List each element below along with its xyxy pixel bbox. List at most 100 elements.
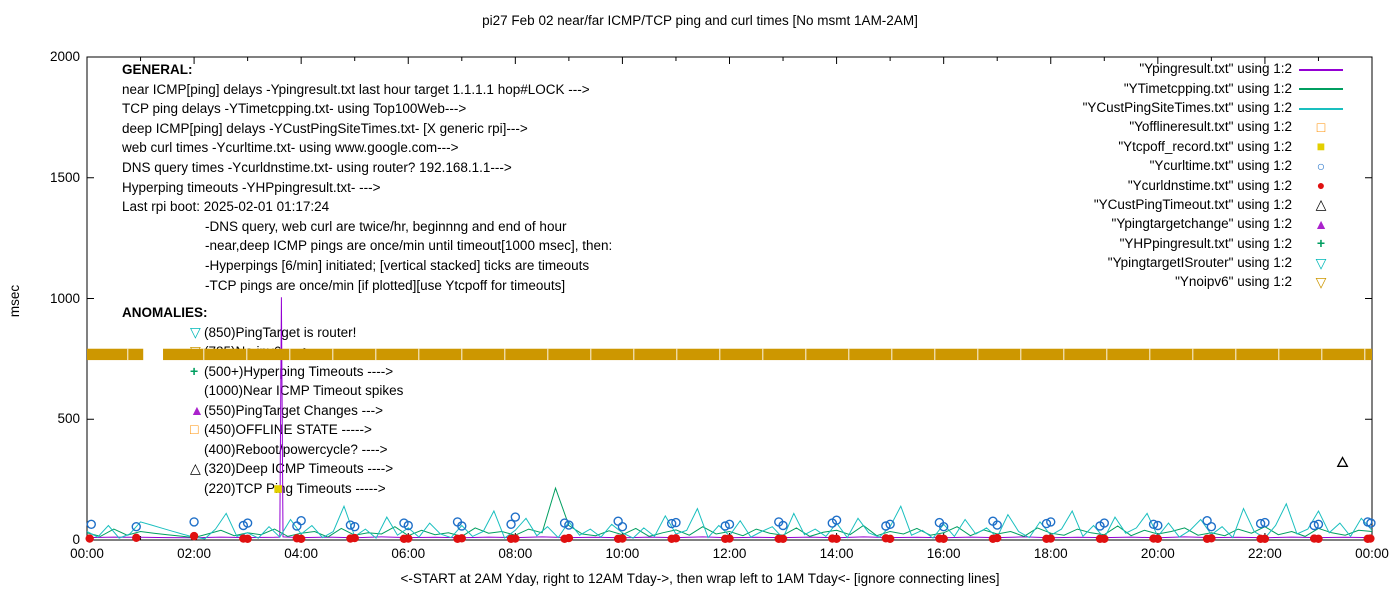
x-tick-label: 18:00 [1033,546,1068,561]
anomaly-label: (450)OFFLINE STATE -----> [204,422,372,437]
plus-icon: + [1316,235,1326,252]
x-tick-label: 00:00 [70,546,104,561]
general-notes: GENERAL: near ICMP[ping] delays -Ypingre… [122,60,612,295]
y-tick-label: 2000 [49,49,80,64]
legend-item-label: "Ycurldnstime.txt" using 1:2 [1127,177,1292,193]
legend-item: "Ynoipv6" using 1:2 ▽ [1083,272,1350,291]
legend-item-label: "Ypingresult.txt" using 1:2 [1139,61,1292,77]
anomaly-line: ▲(550)PingTarget Changes ---> [122,401,403,421]
triangle-up-open-icon: △ [190,460,201,476]
x-tick-label: 16:00 [926,546,961,561]
anomaly-line: (1000)Near ICMP Timeout spikes [122,381,403,401]
y-tick-label: 1500 [49,169,80,185]
legend-line-sample [1292,81,1350,95]
anomaly-label: (785)No ipv6 ----> [204,344,311,359]
anomaly-line: △ (320)Deep ICMP Timeouts ----> [122,459,403,479]
legend-item-label: "YHPpingresult.txt" using 1:2 [1119,235,1292,251]
anomalies-notes: ANOMALIES: ▽ (850)PingTarget is router! ▽(… [122,303,403,498]
anomalies-heading: ANOMALIES: [122,305,208,320]
anomaly-label: (220)TCP Ping Timeouts -----> [204,480,386,496]
circle-open-markers [86,512,1376,532]
legend-item-label: "Ycurltime.txt" using 1:2 [1149,158,1292,174]
legend-item-label: "YCustPingSiteTimes.txt" using 1:2 [1082,99,1292,115]
general-note-line: Last rpi boot: 2025-02-01 01:17:24 [122,199,330,215]
y-tick-label: 0 [72,532,80,547]
legend-line-sample [1292,62,1350,76]
line-sample-icon [1299,68,1343,71]
legend-item-label: "YCustPingTimeout.txt" using 1:2 [1093,196,1292,212]
triangle-down-open-icon: ▽ [1315,273,1327,290]
anomaly-line: (400)Reboot/powercycle? ----> [122,440,403,460]
x-tick-label: 14:00 [819,546,854,561]
anomaly-label: (550)PingTarget Changes ---> [204,402,383,418]
general-note-line: -TCP pings are once/min [if plotted][use… [205,277,566,293]
legend-item-label: "Ypingtargetchange" using 1:2 [1111,216,1292,232]
x-tick-label: 08:00 [498,546,533,561]
chart-title: pi27 Feb 02 near/far ICMP/TCP ping and c… [482,13,918,28]
anomaly-line: ▽ (785)No ipv6 ----> [122,342,403,362]
x-tick-label: 10:00 [605,546,640,561]
square-filled-icon: ■ [1316,138,1326,155]
y-tick-label: 1000 [49,290,80,306]
x-tick-label: 06:00 [391,546,426,561]
square-open-icon: □ [1316,118,1326,135]
legend-item: "YpingtargetISrouter" using 1:2 ▽ [1083,253,1350,272]
general-note-line: TCP ping delays -YTimetcpping.txt- using… [122,101,467,117]
legend-item-label: "Ytcpoff_record.txt" using 1:2 [1118,138,1292,154]
circle-filled-markers [85,531,1375,543]
y-axis-label: msec [7,284,22,318]
triangle-up-filled-icon: ▲ [190,401,204,418]
general-heading: GENERAL: [122,62,193,77]
general-note-line: -DNS query, web curl are twice/hr, begin… [205,218,567,234]
legend-item: "Ypingtargetchange" using 1:2 ▲ [1083,214,1350,233]
line-sample-icon [1299,107,1343,110]
legend-item-label: "YpingtargetISrouter" using 1:2 [1107,255,1292,271]
legend-item-label: "YTimetcpping.txt" using 1:2 [1123,80,1292,96]
legend-item-label: "Ynoipv6" using 1:2 [1175,274,1292,290]
general-note-line: DNS query times -Ycurldnstime.txt- using… [122,159,512,175]
legend-item: "Ypingresult.txt" using 1:2 [1083,59,1350,78]
series-line [86,502,1373,540]
circle-open-icon: ○ [1316,157,1326,174]
x-axis-note: <-START at 2AM Yday, right to 12AM Tday-… [400,571,1000,586]
x-tick-label: 04:00 [284,546,319,561]
legend-item: "Ytcpoff_record.txt" using 1:2 ■ [1083,137,1350,156]
legend-item: "YCustPingSiteTimes.txt" using 1:2 [1083,98,1350,117]
legend-item: "YCustPingTimeout.txt" using 1:2 △ [1083,195,1350,214]
legend-item: "Ycurldnstime.txt" using 1:2 ● [1083,175,1350,194]
anomaly-label: (500+)Hyperping Timeouts ----> [204,363,394,379]
triangle-down-open-icon: ▽ [190,343,201,359]
x-tick-label: 00:00 [1355,546,1389,561]
triangle-up-open-icon: △ [1315,196,1327,213]
triangle-down-open-icon: ▽ [190,323,201,340]
legend: "Ypingresult.txt" using 1:2 "YTimetcpping… [1083,59,1350,292]
x-tick-label: 12:00 [712,546,747,561]
x-tick-label: 02:00 [177,546,211,561]
legend-item: "YTimetcpping.txt" using 1:2 [1083,78,1350,97]
x-tick-label: 20:00 [1140,546,1175,561]
general-note-line: -near,deep ICMP pings are once/min until… [205,238,613,254]
plus-icon: + [190,362,199,379]
general-note-line: Hyperping timeouts -YHPpingresult.txt- -… [122,179,381,195]
legend-line-sample [1292,100,1350,114]
x-tick-label: 22:00 [1248,546,1282,561]
anomaly-label: (400)Reboot/powercycle? ----> [204,441,388,457]
anomaly-line: ▽ (850)PingTarget is router! [122,323,403,343]
general-note-line: deep ICMP[ping] delays -YCustPingSiteTim… [122,120,528,136]
square-open-icon: □ [190,421,199,437]
triangle-up-open-markers [1336,456,1349,467]
general-note-line: web curl times -Ycurltime.txt- using www… [122,140,459,156]
triangle-down-open-icon: ▽ [1315,254,1327,271]
anomaly-label: (850)PingTarget is router! [204,324,357,340]
line-sample-icon [1299,88,1343,91]
circle-filled-icon: ● [1316,177,1326,194]
anomaly-line: (220)TCP Ping Timeouts -----> [122,479,403,499]
legend-item: "YHPpingresult.txt" using 1:2 + [1083,234,1350,253]
legend-item-label: "Yofflineresult.txt" using 1:2 [1129,119,1292,135]
anomaly-label: (320)Deep ICMP Timeouts ----> [204,461,394,476]
legend-item: "Yofflineresult.txt" using 1:2 □ [1083,117,1350,136]
triangle-up-filled-icon: ▲ [1314,215,1328,232]
anomaly-label: (1000)Near ICMP Timeout spikes [204,383,404,398]
anomaly-line: □ (450)OFFLINE STATE -----> [122,420,403,440]
